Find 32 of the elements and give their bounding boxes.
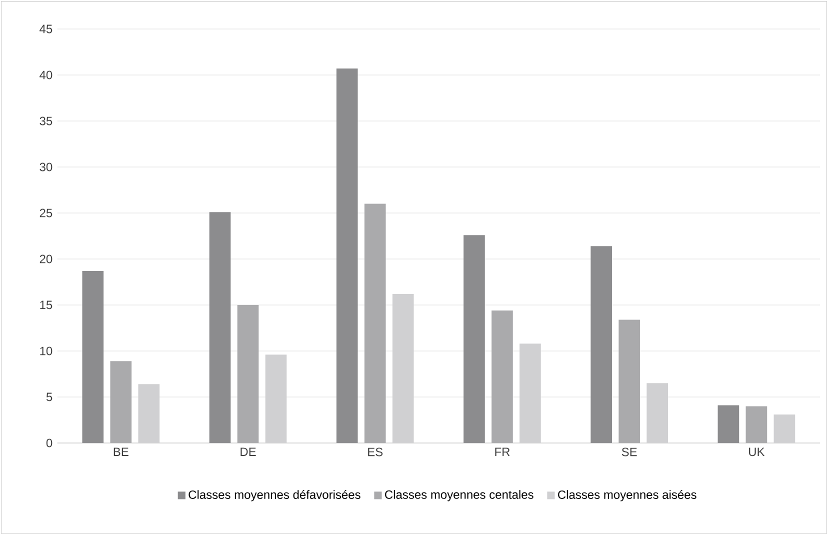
y-tick-label: 35 [40,116,52,126]
y-tick-label: 25 [40,208,52,218]
legend-label: Classes moyennes défavorisées [188,490,360,502]
bar [718,405,740,443]
bar [237,304,259,443]
x-tick-label: ES [368,448,383,456]
y-tick-label: 45 [40,24,52,34]
y-tick-label: 30 [40,162,52,172]
bar [209,212,231,443]
bar [774,414,796,443]
y-tick-label: 40 [40,70,52,80]
x-tick-label: DE [240,448,256,456]
bar [336,68,358,443]
y-tick-label: 10 [40,346,52,356]
bar [492,310,513,443]
y-tick-label: 0 [46,438,52,448]
bar [746,406,768,443]
bar [590,246,612,443]
y-tick-label: 15 [40,300,52,310]
x-tick-label: SE [622,448,637,456]
bar [364,204,386,443]
y-tick-label: 5 [46,392,52,402]
bar [82,270,104,443]
x-tick-label: BE [114,448,128,456]
legend-label: Classes moyennes aisées [558,490,696,502]
legend-label: Classes moyennes centales [385,490,534,502]
bar [464,235,485,443]
y-tick-label: 20 [40,254,52,264]
x-tick-label: FR [495,448,510,456]
bar [618,320,640,443]
x-tick-label: UK [749,448,765,456]
bar [110,361,132,443]
